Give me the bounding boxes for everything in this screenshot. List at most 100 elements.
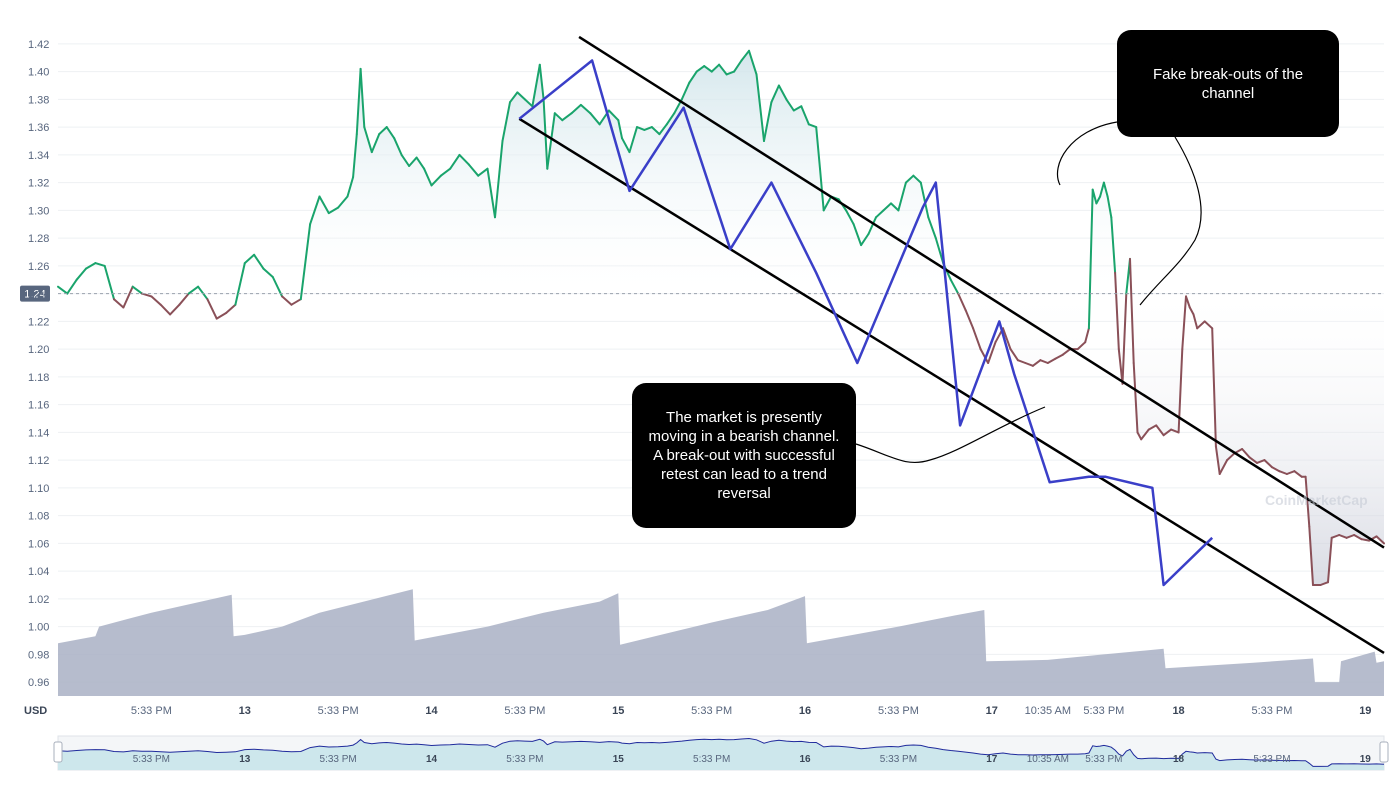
price-segment [665, 112, 676, 126]
price-segment [1196, 320, 1206, 330]
y-tick-label: 1.28 [28, 233, 49, 245]
price-segment [987, 341, 997, 364]
price-segment [561, 112, 573, 122]
y-tick-label: 1.24 [28, 289, 49, 301]
price-segment [643, 126, 653, 131]
price-segment [1338, 534, 1348, 539]
price-segment [1263, 459, 1273, 469]
x-tick-label: 13 [239, 705, 251, 717]
navigator-tick-label: 18 [1173, 754, 1185, 765]
y-tick-label: 1.34 [28, 150, 49, 162]
x-tick-label: 5:33 PM [1251, 705, 1292, 717]
navigator-tick-label: 17 [986, 754, 998, 765]
price-segment [1360, 538, 1371, 542]
y-tick-label: 1.08 [28, 511, 49, 523]
price-segment [337, 195, 349, 209]
price-segment [890, 202, 900, 212]
price-segment [1102, 181, 1109, 198]
price-segment [972, 327, 982, 351]
y-tick-label: 1.20 [28, 344, 49, 356]
price-segment [122, 285, 134, 309]
x-axis: USD 5:33 PM 13 5:33 PM 14 5:33 PM 15 5:33 PM 16 5… [24, 705, 1371, 717]
price-segment [897, 181, 907, 212]
navigator-tick-label: 14 [426, 754, 438, 765]
price-segment [979, 348, 990, 364]
price-segment [852, 223, 863, 247]
price-segment [1170, 428, 1180, 434]
price-segment [243, 253, 256, 265]
price-segment [607, 109, 620, 122]
navigator-tick-label: 5:33 PM [1085, 754, 1122, 765]
price-segment [1084, 327, 1090, 344]
price-segment [1327, 536, 1333, 584]
price-segment [423, 167, 433, 187]
x-tick-label: 15 [612, 705, 624, 717]
price-segment [617, 119, 623, 140]
price-segment [225, 303, 237, 314]
price-segment [927, 216, 937, 240]
price-segment [75, 267, 87, 281]
price-segment [439, 167, 452, 177]
price-segment [131, 285, 143, 295]
price-segment [1091, 188, 1098, 205]
y-tick-label: 1.02 [28, 594, 49, 606]
price-segment [1375, 535, 1385, 545]
price-segment [1054, 353, 1064, 360]
price-segment [1061, 348, 1072, 356]
channel-lower-line [518, 117, 1385, 655]
price-segment [538, 63, 545, 101]
price-segment [57, 285, 69, 295]
channel-upper-line [578, 35, 1385, 549]
price-segment [1353, 534, 1363, 541]
volume-fill [58, 589, 1384, 696]
price-segment [1278, 470, 1288, 475]
price-segment [393, 137, 403, 156]
price-segment [206, 298, 218, 320]
price-segment [1024, 362, 1034, 367]
price-segment [710, 63, 721, 73]
x-tick-label: 5:33 PM [318, 705, 359, 717]
price-segment [523, 98, 534, 108]
price-segment [785, 98, 795, 112]
price-segment [378, 126, 388, 136]
price-segment [621, 137, 631, 154]
price-segment [1285, 470, 1296, 475]
price-segment [150, 295, 162, 306]
price-segment [318, 195, 330, 215]
price-area [58, 50, 1384, 585]
x-tick-label: 5:33 PM [131, 705, 172, 717]
price-segment [281, 295, 293, 306]
range-navigator[interactable]: 5:33 PM 13 5:33 PM 14 5:33 PM 15 5:33 PM 16 5:33… [53, 735, 1389, 771]
price-segment [815, 126, 821, 170]
price-segment [178, 292, 190, 306]
price-segment [1106, 195, 1113, 219]
x-tick-label: 18 [1172, 705, 1184, 717]
price-segment [234, 262, 246, 306]
navigator-tick-label: 5:33 PM [1253, 754, 1290, 765]
price-segment [570, 103, 582, 115]
price-segment [1192, 313, 1199, 330]
x-tick-label: 5:33 PM [1083, 705, 1124, 717]
x-tick-label: 14 [425, 705, 438, 717]
price-segment [363, 126, 373, 154]
area-below-baseline [58, 293, 1384, 585]
x-tick-label: 5:33 PM [691, 705, 732, 717]
price-segment [882, 202, 892, 212]
y-tick-label: 1.32 [28, 178, 49, 190]
price-segment [327, 206, 340, 215]
price-segment [113, 298, 125, 309]
trend-path [518, 59, 1214, 587]
price-segment [1308, 525, 1314, 586]
price-segment [1046, 357, 1057, 364]
price-segment [66, 278, 78, 295]
price-segment [1136, 431, 1143, 441]
price-segment [1147, 424, 1158, 431]
navigator-handle-left [53, 741, 63, 763]
price-segment [964, 309, 975, 330]
price-segment [1110, 216, 1117, 274]
navigator-tick-label: 5:33 PM [320, 754, 357, 765]
price-segment [408, 156, 418, 167]
price-segment [934, 237, 945, 265]
price-segment [748, 49, 758, 76]
price-segment [546, 112, 556, 170]
